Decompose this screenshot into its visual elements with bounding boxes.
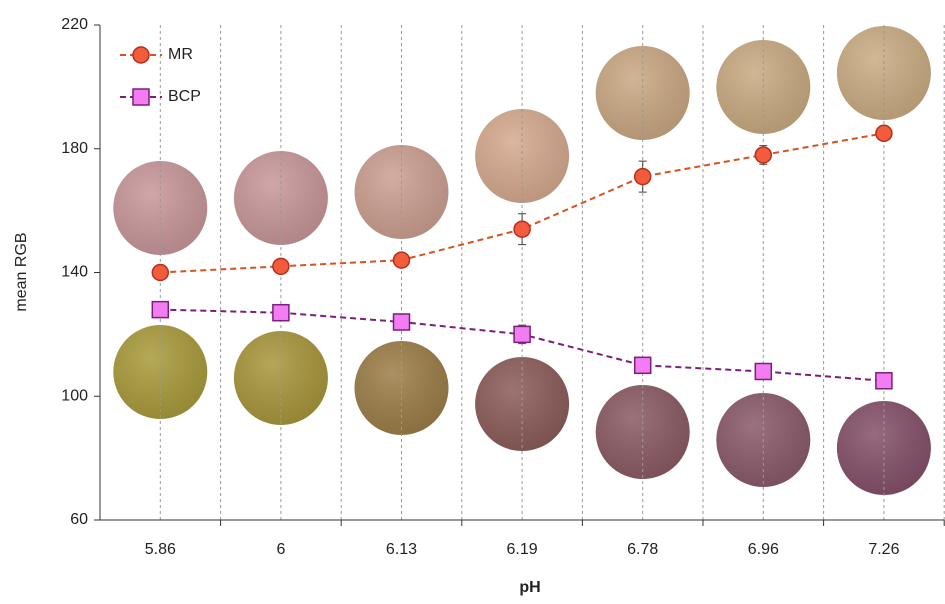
y-tick-label: 220 — [61, 16, 88, 33]
data-point — [394, 252, 410, 268]
data-point — [876, 373, 892, 389]
data-point — [394, 314, 410, 330]
data-point — [635, 169, 651, 185]
legend-label: MR — [168, 46, 193, 63]
x-tick-label: 6.13 — [386, 541, 417, 558]
plot-area: 5.86 6 6.13 6.19 6.78 6.96 7.26 60 100 140 180 220 M… — [61, 16, 944, 558]
y-axis-title: mean RGB — [13, 232, 30, 311]
data-point — [876, 125, 892, 141]
legend-marker — [133, 89, 149, 105]
data-point — [152, 265, 168, 281]
legend-marker — [133, 47, 149, 63]
data-point — [273, 258, 289, 274]
x-tick-label: 6 — [276, 541, 285, 558]
x-tick-label: 6.96 — [748, 541, 779, 558]
data-point — [273, 305, 289, 321]
y-tick-label: 100 — [61, 387, 88, 404]
legend-label: BCP — [168, 88, 201, 105]
data-point — [514, 221, 530, 237]
x-tick-label: 7.26 — [868, 541, 899, 558]
x-tick-label: 6.19 — [507, 541, 538, 558]
x-tick-label: 5.86 — [145, 541, 176, 558]
y-tick-label: 180 — [61, 140, 88, 157]
y-tick-label: 60 — [70, 511, 88, 528]
data-point — [152, 302, 168, 318]
y-tick-label: 140 — [61, 264, 88, 281]
x-tick-label: 6.78 — [627, 541, 658, 558]
data-point — [755, 147, 771, 163]
x-axis-title: pH — [519, 579, 540, 596]
data-point — [514, 326, 530, 342]
chart: 5.86 6 6.13 6.19 6.78 6.96 7.26 60 100 140 180 220 M… — [0, 0, 945, 599]
data-point — [635, 357, 651, 373]
data-point — [755, 364, 771, 380]
